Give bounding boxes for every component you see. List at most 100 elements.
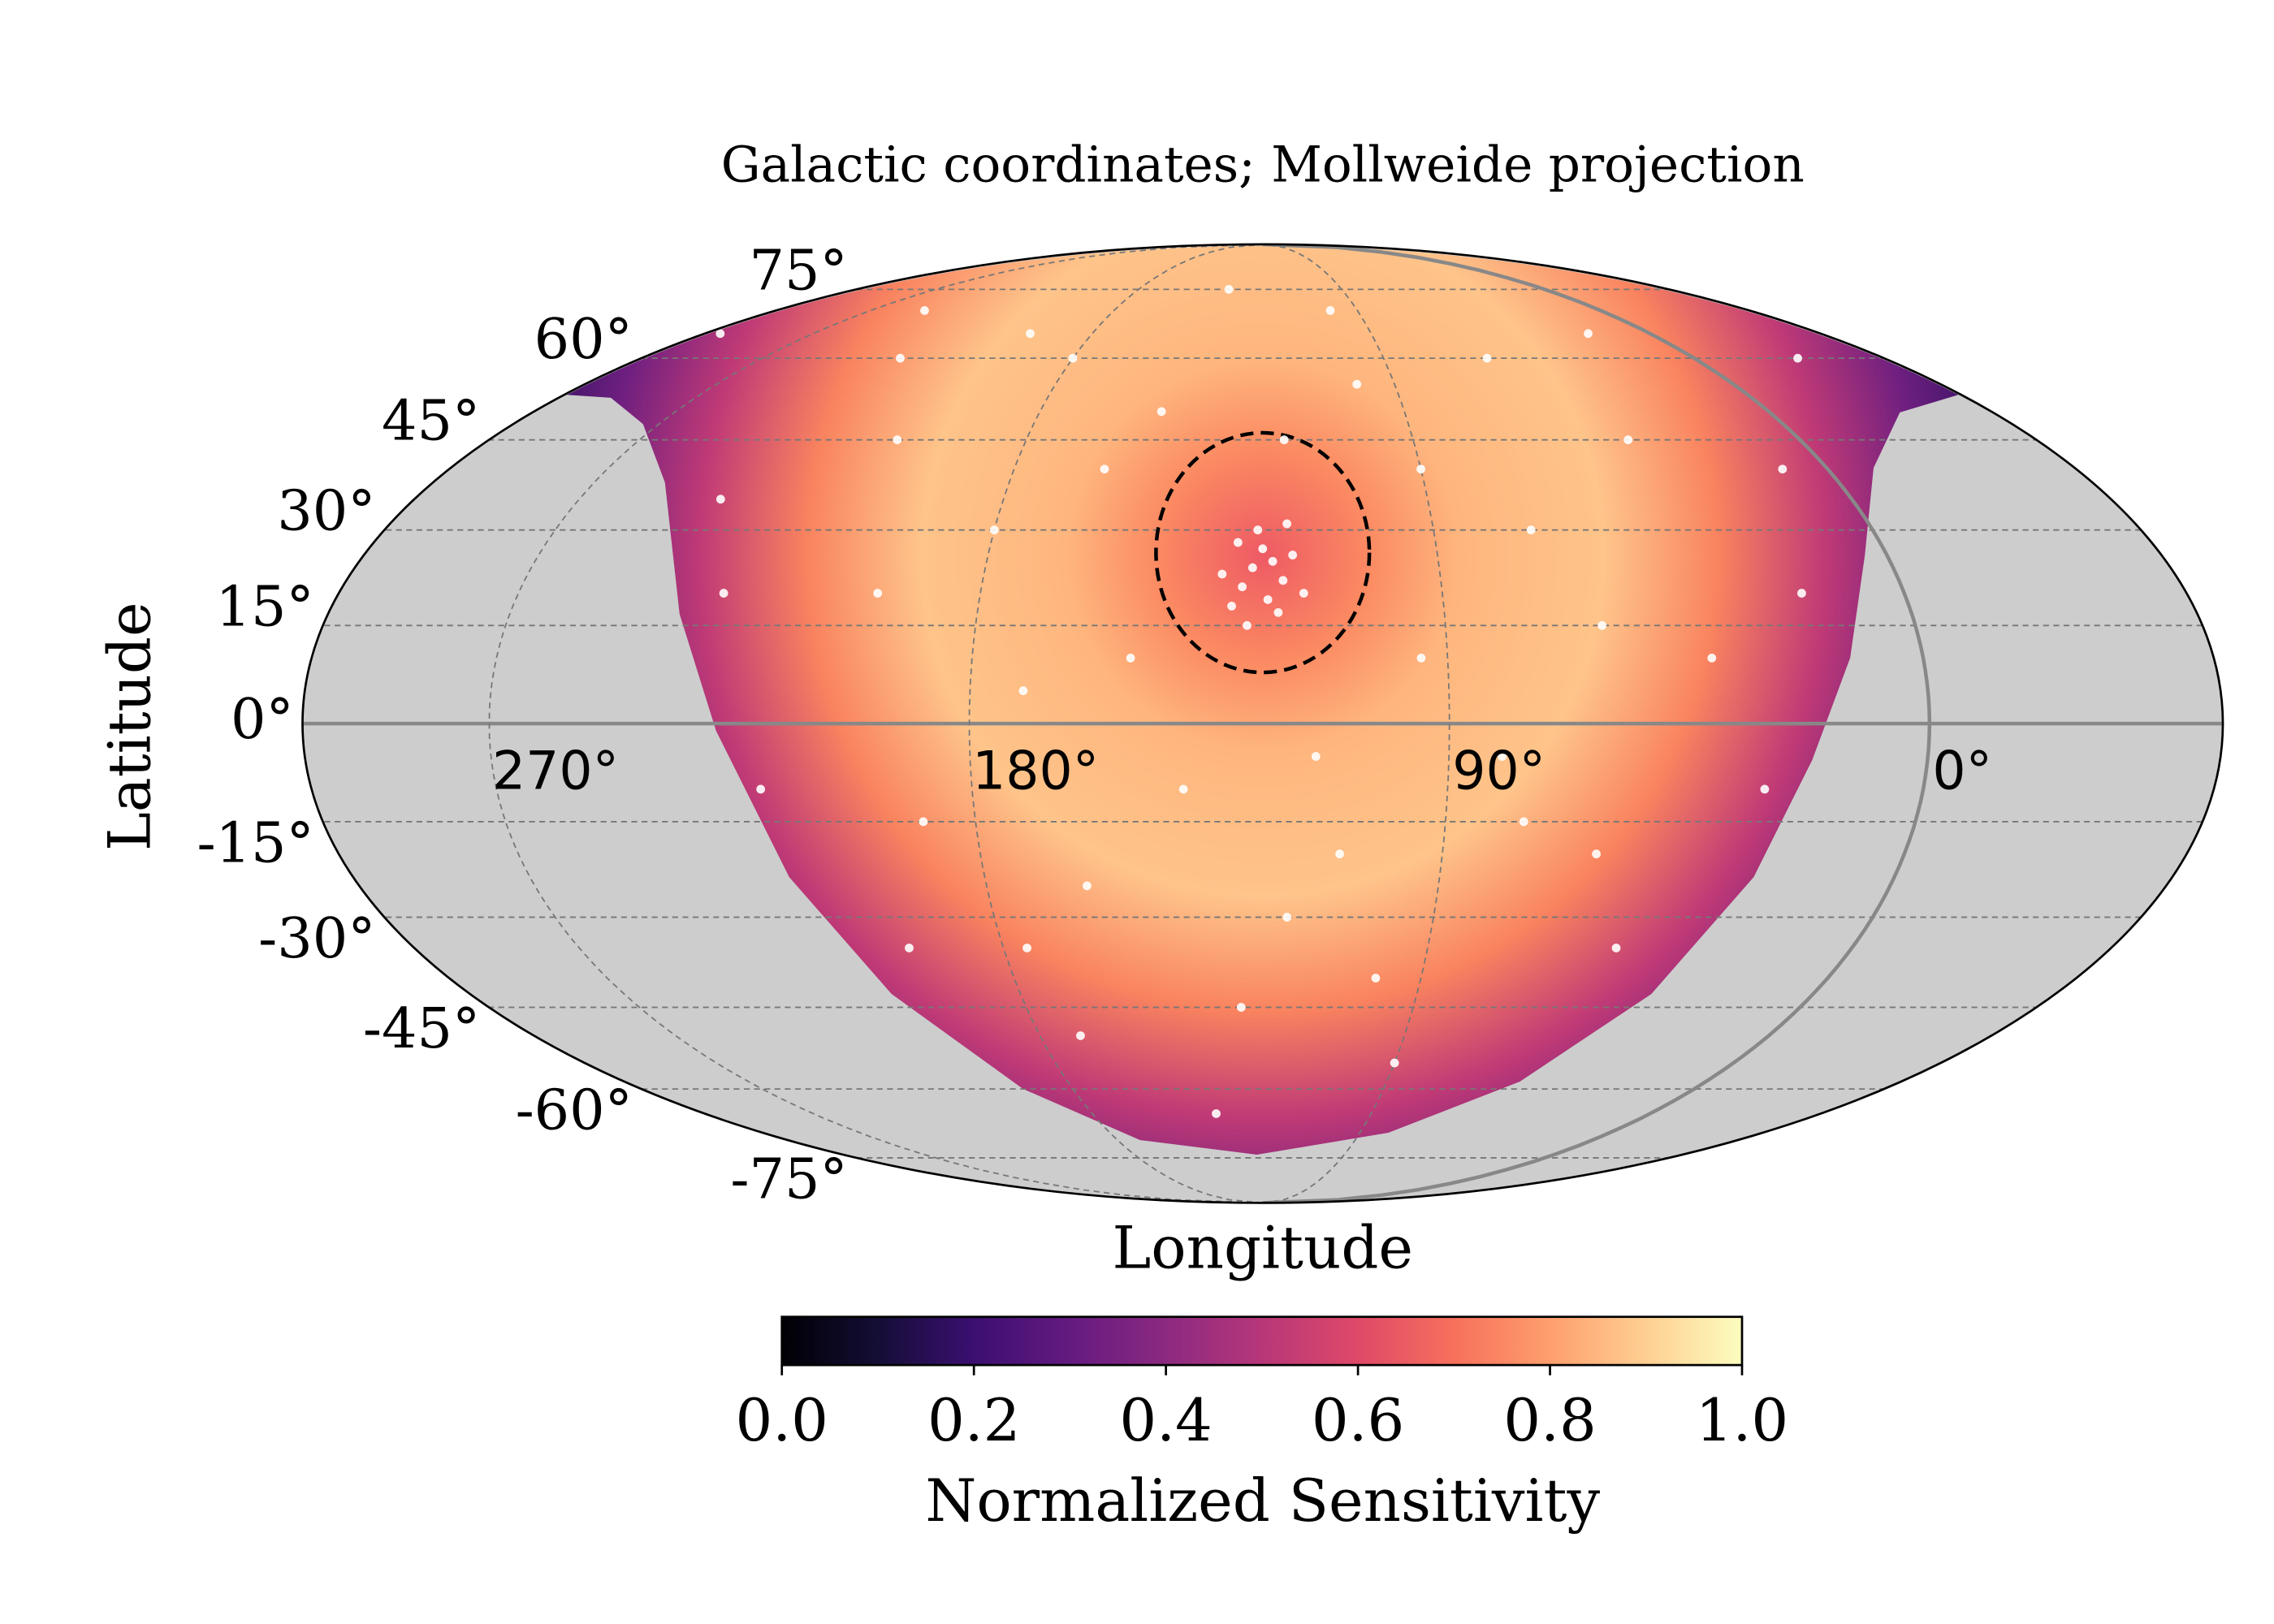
- source-point: [1224, 284, 1234, 294]
- sensitivity-map: [567, 245, 1959, 1155]
- x-tick-label: 0°: [1932, 741, 1992, 802]
- source-point: [1018, 686, 1028, 696]
- source-point: [873, 589, 883, 598]
- source-point: [1707, 653, 1717, 663]
- x-tick-label: 90°: [1452, 741, 1546, 802]
- source-point: [1352, 379, 1362, 389]
- source-point: [1797, 589, 1806, 598]
- source-point: [1597, 620, 1607, 630]
- y-tick-label: 60°: [534, 308, 633, 372]
- source-point: [1584, 329, 1593, 339]
- x-axis-label: Longitude: [1113, 1214, 1414, 1282]
- source-point: [1273, 607, 1283, 617]
- source-point: [1299, 589, 1308, 598]
- source-point: [1253, 525, 1263, 535]
- source-point: [1288, 551, 1298, 559]
- source-point: [1371, 974, 1381, 983]
- source-point: [1238, 582, 1247, 592]
- source-point: [1311, 752, 1321, 761]
- source-point: [1623, 435, 1633, 445]
- colorbar-tick-label: 0.4: [1119, 1386, 1212, 1454]
- source-point: [1390, 1058, 1399, 1068]
- source-point: [920, 306, 929, 315]
- source-point: [1026, 329, 1035, 339]
- source-point: [1526, 525, 1536, 535]
- colorbar-axis: 0.0 0.2 0.4 0.6 0.8 1.0: [735, 1365, 1788, 1454]
- source-point: [756, 784, 766, 794]
- y-tick-label: 75°: [749, 239, 847, 303]
- source-point: [905, 944, 914, 952]
- y-tick-label: -60°: [516, 1079, 633, 1143]
- source-point: [1416, 464, 1425, 474]
- source-point: [1263, 595, 1273, 604]
- x-tick-label: 270°: [492, 741, 619, 802]
- colorbar: [780, 1315, 1744, 1367]
- source-point: [1258, 544, 1268, 554]
- source-point: [1100, 464, 1109, 474]
- source-point: [919, 817, 928, 827]
- colorbar-tick-label: 0.6: [1312, 1386, 1404, 1454]
- source-point: [1233, 538, 1243, 547]
- tick-labels: 75° 60° 45°30° 15° 0° -15° -30° -45° -60° -75° 270…: [197, 239, 1992, 1212]
- y-tick-label: 0°: [231, 688, 294, 752]
- x-tick-label: 180°: [972, 741, 1099, 802]
- meridian: [1262, 244, 1450, 1203]
- source-point: [1778, 464, 1788, 474]
- y-tick-label: 15°: [216, 575, 314, 639]
- colorbar-tick-label: 0.8: [1503, 1386, 1596, 1454]
- source-point: [1335, 849, 1344, 859]
- y-tick-label: -75°: [730, 1148, 847, 1212]
- source-point: [1156, 407, 1166, 417]
- exposure-region: [567, 245, 1959, 1155]
- source-point: [1126, 653, 1135, 663]
- source-point: [1592, 849, 1601, 859]
- highlight-circle: [1154, 430, 1372, 675]
- source-point: [715, 495, 725, 504]
- colorbar-tick-label: 1.0: [1696, 1386, 1788, 1454]
- source-point: [1282, 913, 1292, 922]
- y-tick-label: 45°: [382, 390, 480, 454]
- chart-title: Galactic coordinates; Mollweide projecti…: [721, 136, 1805, 193]
- source-point: [1278, 576, 1288, 585]
- colorbar-label: Normalized Sensitivity: [925, 1466, 1600, 1535]
- meridian: [488, 244, 1263, 1203]
- source-point: [715, 329, 725, 339]
- source-point: [1519, 817, 1528, 827]
- source-point: [1217, 569, 1227, 579]
- y-tick-label: -45°: [363, 997, 480, 1061]
- source-point: [1227, 602, 1236, 611]
- source-point: [1212, 1109, 1221, 1118]
- source-point: [1482, 353, 1492, 363]
- source-point: [896, 353, 905, 363]
- source-point: [1236, 1003, 1246, 1012]
- sources: [715, 284, 1806, 1118]
- source-point: [1268, 556, 1278, 566]
- source-point: [1760, 784, 1770, 794]
- y-tick-label: 30°: [277, 480, 375, 544]
- colorbar-tick-label: 0.0: [735, 1386, 828, 1454]
- source-point: [719, 589, 728, 598]
- y-tick-label: -15°: [197, 812, 313, 876]
- meridian: [1262, 244, 1932, 1203]
- source-point: [1076, 1031, 1085, 1040]
- source-point: [1282, 519, 1292, 529]
- source-point: [1793, 353, 1802, 363]
- source-point: [1178, 784, 1188, 794]
- source-point: [1325, 306, 1335, 315]
- source-point: [1611, 944, 1621, 952]
- meridian: [968, 244, 1263, 1203]
- colorbar-tick-label: 0.2: [927, 1386, 1020, 1454]
- source-point: [1416, 653, 1426, 663]
- source-point: [989, 525, 999, 535]
- y-axis-label: Latitude: [96, 602, 164, 851]
- source-point: [1279, 435, 1289, 445]
- source-point: [1498, 752, 1507, 761]
- source-point: [1083, 881, 1092, 891]
- source-point: [1068, 353, 1078, 363]
- y-tick-label: -30°: [258, 907, 375, 971]
- source-point: [893, 435, 902, 445]
- source-point: [1022, 944, 1031, 952]
- sky-border: [301, 243, 2224, 1204]
- source-point: [1247, 563, 1257, 572]
